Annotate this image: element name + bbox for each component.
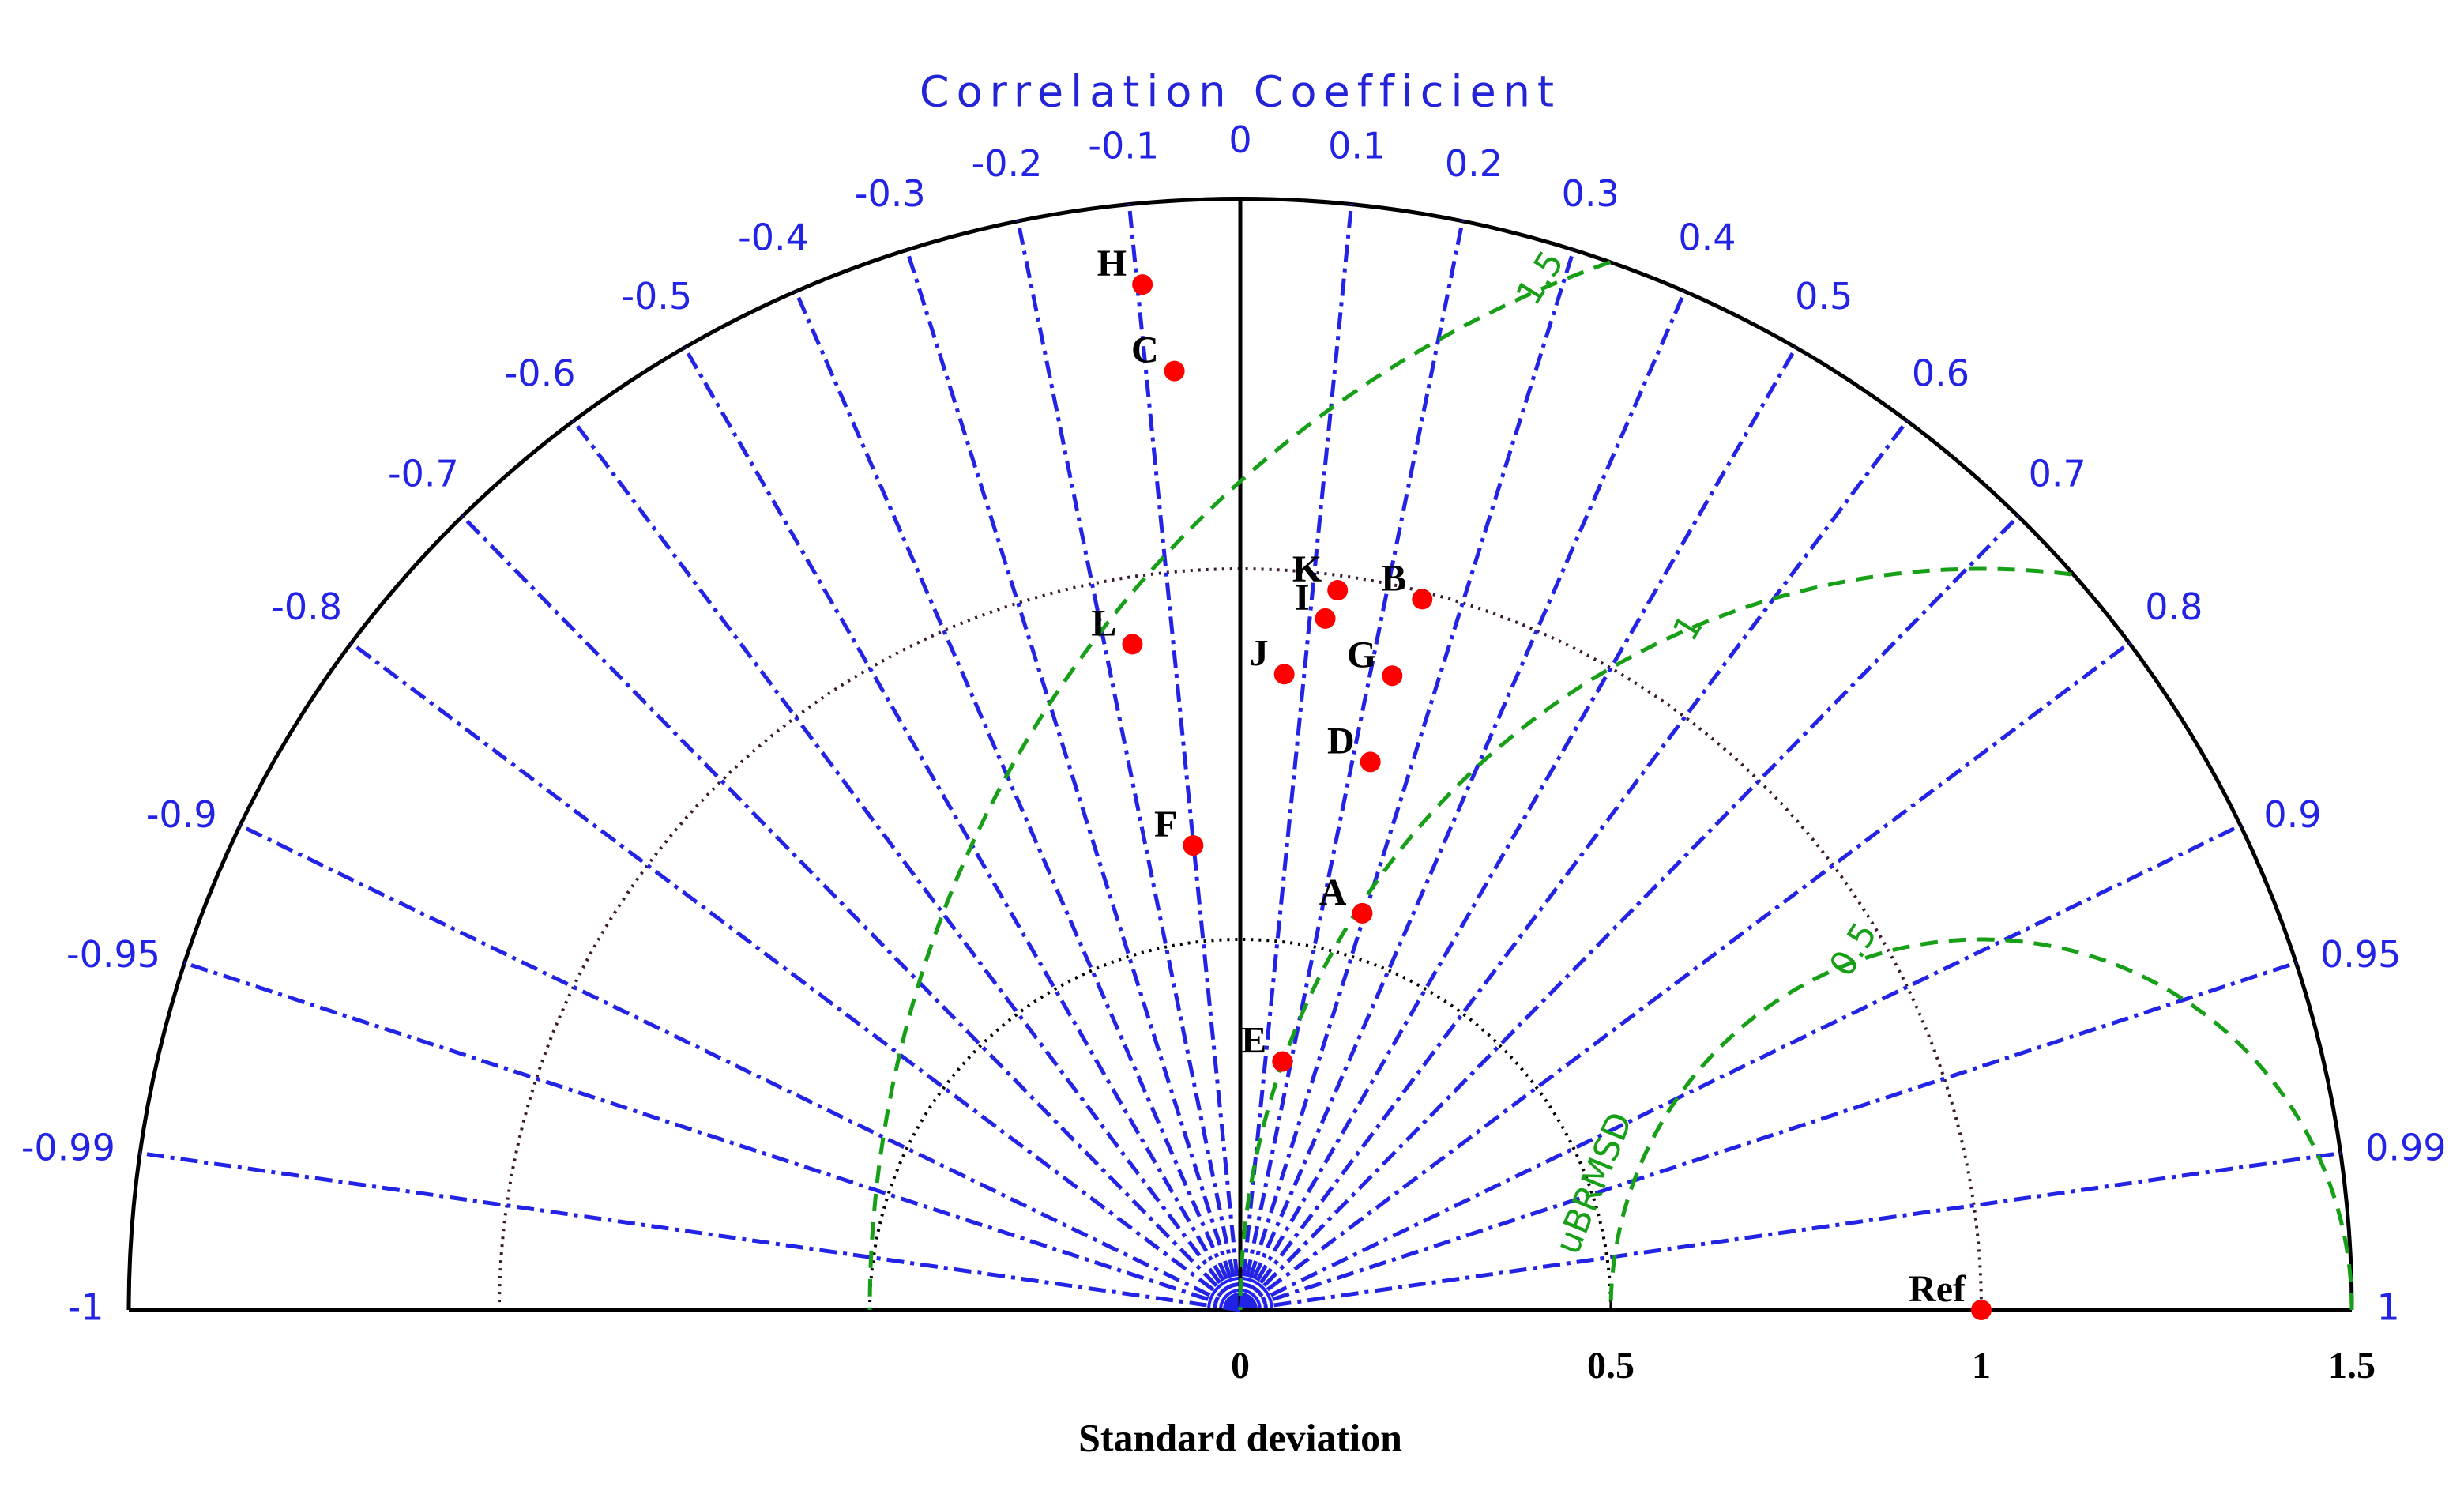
corr-grid-line [1238, 419, 1909, 1312]
corr-tick-label: -0.8 [271, 585, 342, 628]
point-label: Ref [1909, 1268, 1966, 1310]
point-label: K [1292, 548, 1322, 590]
rmsd-arc [867, 260, 1612, 1311]
point-label: H [1097, 243, 1127, 284]
data-point [1273, 664, 1295, 685]
data-point [1327, 580, 1349, 601]
corr-tick-label: -1 [68, 1286, 104, 1329]
data-point [1272, 1051, 1293, 1072]
data-point [1315, 608, 1336, 629]
rmsd-arc [1238, 566, 2072, 1310]
corr-grid-line [1016, 220, 1243, 1311]
corr-tick-label: 0.4 [1678, 216, 1736, 258]
corr-tick-label: -0.4 [738, 216, 809, 258]
corr-grid-line [239, 823, 1242, 1312]
corr-tick-label: -0.1 [1088, 125, 1159, 167]
rmsd-label: 1 [1665, 608, 1711, 648]
x-tick-label: 1 [1972, 1345, 1991, 1387]
corr-tick-label: 0.3 [1562, 172, 1619, 215]
corr-tick-label: -0.6 [505, 352, 576, 395]
x-tick-label: 1.5 [2328, 1345, 2376, 1387]
rmsd-label: 0.5 [1822, 916, 1885, 984]
corr-tick-label: 0.6 [1912, 352, 1969, 395]
chart-title: Correlation Coefficient [920, 67, 1561, 117]
point-label: A [1319, 871, 1347, 913]
corr-tick-label: 0.2 [1445, 142, 1503, 185]
corr-grid-line [1239, 823, 2242, 1312]
corr-tick-label: -0.95 [66, 933, 160, 976]
corr-grid-line [1238, 290, 1687, 1312]
corr-tick-label: 0.5 [1795, 275, 1853, 318]
point-label: J [1250, 632, 1269, 674]
corr-tick-label: 0.8 [2145, 585, 2203, 628]
corr-grid-line [1239, 641, 2131, 1312]
corr-grid-line [1238, 249, 1576, 1311]
corr-grid-line [1240, 1151, 2342, 1312]
std-grid-arc [498, 567, 1983, 1311]
corr-grid-line [1238, 220, 1465, 1311]
corr-grid-line [1240, 961, 2297, 1312]
data-point [1352, 902, 1373, 924]
point-label: E [1241, 1020, 1266, 1062]
rmsd-arc [1608, 937, 2354, 1310]
x-axis-label: Standard deviation [1078, 1415, 1402, 1459]
x-tick-label: 0.5 [1587, 1345, 1635, 1387]
corr-grid-line [1238, 203, 1354, 1311]
corr-tick-label: 0.1 [1328, 125, 1386, 167]
corr-grid-line [183, 961, 1241, 1312]
corr-grid-line [905, 249, 1243, 1311]
rmsd-label: 1.5 [1509, 244, 1572, 312]
corr-tick-label: 0.7 [2029, 452, 2086, 495]
data-point [1122, 634, 1143, 655]
point-label: G [1347, 634, 1376, 676]
data-point [1132, 274, 1153, 295]
rmsd-axis-label: uBRMSD [1548, 1107, 1641, 1260]
data-point [1412, 589, 1433, 610]
corr-grid-line [1238, 346, 1798, 1312]
corr-grid-line [793, 290, 1243, 1311]
corr-grid-line [571, 419, 1242, 1312]
point-label: B [1381, 557, 1406, 599]
corr-grid-line [1127, 203, 1243, 1311]
corr-tick-label: -0.9 [146, 793, 217, 836]
data-point [1382, 665, 1403, 687]
corr-tick-label: 0.99 [2365, 1127, 2446, 1169]
data-point [1971, 1300, 1992, 1320]
data-point [1164, 360, 1185, 382]
corr-grid-line [1239, 514, 2020, 1312]
corr-tick-label: -0.2 [972, 142, 1043, 185]
corr-tick-label: 0.95 [2320, 933, 2401, 976]
corr-tick-label: -0.3 [855, 172, 926, 215]
corr-grid-line [683, 346, 1243, 1312]
corr-tick-label: 0.9 [2263, 793, 2321, 836]
corr-tick-label: -0.99 [21, 1127, 115, 1169]
point-label: D [1327, 720, 1355, 762]
corr-tick-label: -0.5 [621, 275, 692, 318]
x-tick-label: 0 [1231, 1345, 1250, 1387]
corr-grid-line [349, 641, 1242, 1312]
corr-grid-line [139, 1151, 1241, 1312]
data-point [1360, 751, 1381, 773]
point-label: L [1091, 602, 1116, 644]
corr-grid-line [461, 514, 1242, 1312]
point-label: F [1154, 804, 1177, 845]
point-label: C [1131, 329, 1159, 371]
corr-tick-label: 0 [1228, 119, 1251, 161]
corr-tick-label: -0.7 [388, 452, 459, 495]
point-label: I [1295, 577, 1310, 619]
corr-tick-label: 1 [2376, 1286, 2399, 1329]
data-point [1183, 835, 1204, 856]
